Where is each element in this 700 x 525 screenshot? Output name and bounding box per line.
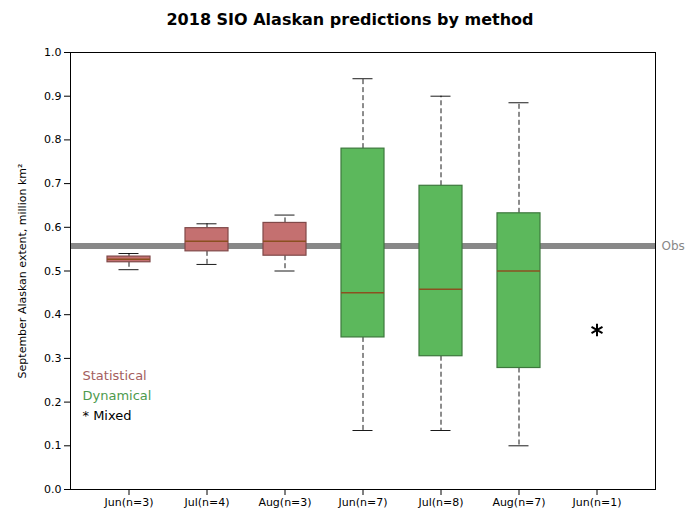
svg-text:Obs: Obs bbox=[662, 239, 685, 253]
svg-text:0.8: 0.8 bbox=[44, 133, 62, 146]
svg-text:0.3: 0.3 bbox=[44, 352, 62, 365]
svg-text:Dynamical: Dynamical bbox=[83, 388, 152, 403]
svg-text:Jul(n=4): Jul(n=4) bbox=[183, 496, 229, 509]
svg-text:0.5: 0.5 bbox=[44, 265, 62, 278]
svg-text:Jun(n=1): Jun(n=1) bbox=[572, 496, 622, 509]
html-text:2018 SIO Alaskan predictions b: 2018 SIO Alaskan predictions by method bbox=[166, 10, 534, 29]
svg-text:Jul(n=8): Jul(n=8) bbox=[417, 496, 463, 509]
svg-text:0.9: 0.9 bbox=[44, 90, 62, 103]
svg-text:0.4: 0.4 bbox=[44, 308, 62, 321]
svg-text:0.6: 0.6 bbox=[44, 221, 62, 234]
svg-text:0.0: 0.0 bbox=[44, 483, 62, 496]
svg-text:0.1: 0.1 bbox=[44, 439, 62, 452]
svg-text:* Mixed: * Mixed bbox=[83, 408, 132, 423]
svg-text:Jun(n=3): Jun(n=3) bbox=[104, 496, 154, 509]
svg-text:Aug(n=7): Aug(n=7) bbox=[492, 496, 545, 509]
svg-text:0.7: 0.7 bbox=[44, 177, 62, 190]
svg-text:0.2: 0.2 bbox=[44, 396, 62, 409]
svg-text:September Alaskan extent, mill: September Alaskan extent, million km² bbox=[16, 164, 29, 379]
svg-text:Jun(n=7): Jun(n=7) bbox=[338, 496, 388, 509]
svg-text:Statistical: Statistical bbox=[83, 368, 147, 383]
svg-text:1.0: 1.0 bbox=[44, 46, 62, 59]
svg-text:Aug(n=3): Aug(n=3) bbox=[258, 496, 311, 509]
